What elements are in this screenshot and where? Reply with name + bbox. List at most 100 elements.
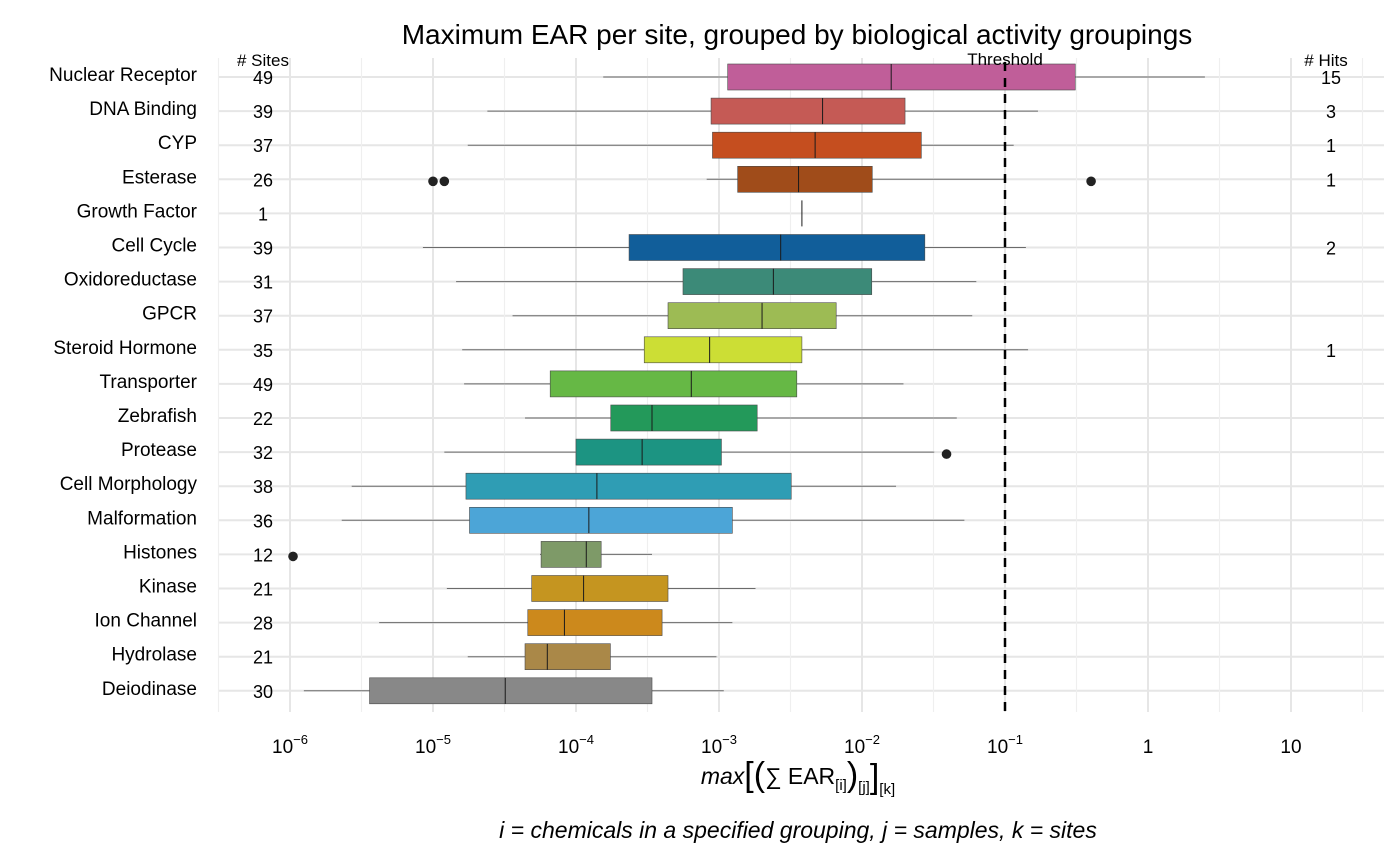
- category-label: Cell Morphology: [60, 474, 198, 495]
- category-label: Zebrafish: [118, 406, 197, 427]
- box-iqr: [667, 302, 837, 330]
- x-axis-title-sub-k: [k]: [879, 781, 895, 798]
- sites-count: 30: [253, 682, 273, 702]
- box-group: [467, 131, 1014, 159]
- box-iqr: [369, 677, 653, 705]
- box-group: [341, 506, 965, 534]
- box-group: [444, 438, 952, 466]
- x-tick-label: 10: [1280, 737, 1301, 758]
- x-tick-label: 10−6: [272, 732, 308, 758]
- x-axis-title-fn: max: [701, 763, 746, 789]
- x-axis-title-ear: EAR: [788, 763, 835, 789]
- x-tick-label: 10−5: [415, 732, 451, 758]
- box-group: [303, 677, 724, 705]
- sites-count: 37: [253, 307, 273, 327]
- hits-header: # Hits: [1304, 51, 1347, 70]
- box-group: [464, 370, 904, 398]
- outlier-point: [428, 176, 438, 187]
- x-axis-title-sum: ∑: [765, 763, 781, 789]
- box-group: [379, 609, 733, 636]
- category-label: Hydrolase: [111, 645, 197, 666]
- category-label: Deiodinase: [102, 679, 197, 700]
- category-label: Esterase: [122, 167, 197, 188]
- sites-count: 12: [253, 545, 273, 565]
- category-label: Steroid Hormone: [53, 338, 197, 359]
- box-group: [446, 575, 756, 602]
- sites-count: 22: [253, 409, 273, 429]
- box-iqr: [737, 166, 873, 193]
- x-axis-title-sub-i: [i]: [835, 777, 847, 794]
- box-group: [288, 541, 653, 568]
- sites-count: 32: [253, 443, 273, 463]
- box-iqr: [524, 643, 611, 671]
- box-group: [603, 63, 1205, 91]
- x-axis-caption: i = chemicals in a specified grouping, j…: [499, 817, 1097, 843]
- category-label: Ion Channel: [95, 611, 197, 632]
- box-group: [456, 268, 977, 295]
- hits-count: 2: [1326, 239, 1336, 259]
- box-iqr: [643, 336, 803, 364]
- outlier-point: [1086, 176, 1096, 187]
- outlier-point: [439, 176, 450, 187]
- box-group: [512, 302, 973, 330]
- box-iqr: [610, 404, 758, 432]
- sites-count: 21: [253, 580, 273, 600]
- hits-count: 3: [1326, 102, 1336, 122]
- sites-count: 28: [253, 614, 273, 634]
- box-iqr: [540, 541, 602, 568]
- outlier-point: [941, 449, 952, 459]
- chart-title: Maximum EAR per site, grouped by biologi…: [402, 19, 1193, 50]
- category-label: Histones: [123, 542, 197, 563]
- box-group: [525, 404, 957, 432]
- sites-count: 39: [253, 102, 273, 122]
- box-iqr: [710, 97, 906, 125]
- x-axis-title: max[(∑ EAR[i])[j]][k]: [701, 756, 895, 798]
- x-tick-label: 1: [1143, 737, 1154, 758]
- box-group: [462, 336, 1029, 364]
- hits-count: 1: [1326, 136, 1336, 156]
- box-iqr: [712, 131, 922, 159]
- outlier-point: [288, 551, 298, 562]
- box-iqr: [575, 438, 722, 466]
- box-iqr: [465, 472, 792, 500]
- x-tick-label: 10−1: [987, 732, 1023, 758]
- category-label: Malformation: [87, 508, 197, 529]
- hits-count: 15: [1321, 68, 1341, 88]
- box-group: [428, 166, 1096, 193]
- box-layer: [288, 63, 1205, 705]
- box-group: [422, 234, 1026, 261]
- category-label: GPCR: [142, 304, 197, 325]
- x-tick-label: 10−4: [558, 732, 594, 758]
- hits-count: 1: [1326, 170, 1336, 190]
- x-axis-title-sub-j: [j]: [858, 779, 870, 796]
- category-label: Protease: [121, 440, 197, 461]
- x-tick-label: 10−3: [701, 732, 737, 758]
- box-group: [487, 97, 1038, 125]
- sites-count: 35: [253, 341, 273, 361]
- category-label: Cell Cycle: [111, 236, 197, 257]
- sites-count: 39: [253, 239, 273, 259]
- category-label: Growth Factor: [77, 201, 198, 222]
- category-label: Kinase: [139, 577, 197, 598]
- x-tick-labels: 10−6 10−5 10−4 10−3 10−2 10−1 1 10: [272, 732, 1302, 758]
- box-group: [351, 472, 897, 500]
- box-iqr: [628, 234, 926, 261]
- category-label: Nuclear Receptor: [49, 65, 198, 86]
- label-layer: Nuclear Receptor 49 15 DNA Binding 39 3 CYP 37 1…: [49, 65, 1341, 702]
- sites-header: # Sites: [237, 51, 289, 70]
- sites-count: 31: [253, 273, 273, 293]
- category-label: CYP: [158, 133, 197, 154]
- category-label: Oxidoreductase: [64, 270, 197, 291]
- box-iqr: [527, 609, 663, 636]
- box-group: [467, 643, 717, 671]
- threshold-label: Threshold: [967, 50, 1043, 69]
- x-tick-label: 10−2: [844, 732, 880, 758]
- sites-count: 21: [253, 648, 273, 668]
- sites-count: 49: [253, 68, 273, 88]
- category-label: DNA Binding: [89, 99, 197, 120]
- box-iqr: [469, 506, 733, 534]
- box-iqr: [727, 63, 1076, 91]
- sites-count: 49: [253, 375, 273, 395]
